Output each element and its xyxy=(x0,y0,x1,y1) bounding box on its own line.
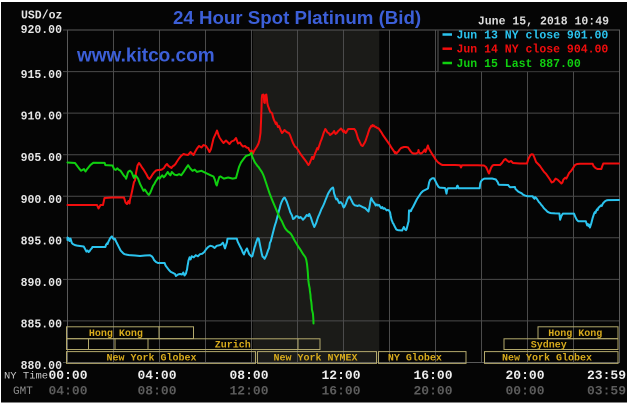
svg-text:Jun 14 NY close 904.00: Jun 14 NY close 904.00 xyxy=(457,44,609,57)
svg-text:880.00: 880.00 xyxy=(21,360,63,373)
svg-text:16:00: 16:00 xyxy=(321,384,360,399)
svg-text:NY Time: NY Time xyxy=(4,371,48,383)
svg-text:905.00: 905.00 xyxy=(21,152,63,165)
svg-text:Jun 15 Last 887.00: Jun 15 Last 887.00 xyxy=(457,58,581,71)
svg-text:www.kitco.com: www.kitco.com xyxy=(76,46,215,67)
svg-text:USD/oz: USD/oz xyxy=(21,10,63,23)
svg-text:Hong Kong: Hong Kong xyxy=(89,329,143,340)
svg-text:900.00: 900.00 xyxy=(21,194,63,207)
svg-text:16:00: 16:00 xyxy=(413,368,452,383)
svg-text:00:00: 00:00 xyxy=(48,368,87,383)
svg-text:910.00: 910.00 xyxy=(21,111,63,124)
svg-text:915.00: 915.00 xyxy=(21,69,63,82)
svg-text:Zurich: Zurich xyxy=(215,340,251,352)
svg-text:New York NYMEX: New York NYMEX xyxy=(273,353,357,365)
svg-text:12:00: 12:00 xyxy=(321,368,360,383)
svg-text:GMT: GMT xyxy=(13,386,33,398)
svg-text:20:00: 20:00 xyxy=(413,384,452,399)
svg-text:New York Globex: New York Globex xyxy=(106,353,196,365)
svg-text:Jun 13 NY close 901.00: Jun 13 NY close 901.00 xyxy=(457,30,609,43)
svg-text:Hong Kong: Hong Kong xyxy=(548,329,602,340)
svg-text:885.00: 885.00 xyxy=(21,318,63,331)
svg-text:00:00: 00:00 xyxy=(505,384,544,399)
svg-text:20:00: 20:00 xyxy=(505,368,544,383)
svg-text:895.00: 895.00 xyxy=(21,235,63,248)
svg-text:New York Globex: New York Globex xyxy=(502,353,592,365)
svg-text:12:00: 12:00 xyxy=(229,384,268,399)
svg-text:04:00: 04:00 xyxy=(137,368,176,383)
svg-text:890.00: 890.00 xyxy=(21,277,63,290)
svg-text:June 15, 2018 10:49: June 15, 2018 10:49 xyxy=(478,16,609,29)
svg-text:04:00: 04:00 xyxy=(48,384,87,399)
svg-text:920.00: 920.00 xyxy=(21,24,63,37)
svg-text:24 Hour Spot Platinum (Bid): 24 Hour Spot Platinum (Bid) xyxy=(173,7,421,28)
svg-text:Sydney: Sydney xyxy=(531,340,567,352)
svg-text:03:59: 03:59 xyxy=(587,384,626,399)
svg-text:08:00: 08:00 xyxy=(137,384,176,399)
svg-text:08:00: 08:00 xyxy=(229,368,268,383)
svg-text:NY Globex: NY Globex xyxy=(388,353,442,365)
svg-text:23:59: 23:59 xyxy=(587,368,626,383)
